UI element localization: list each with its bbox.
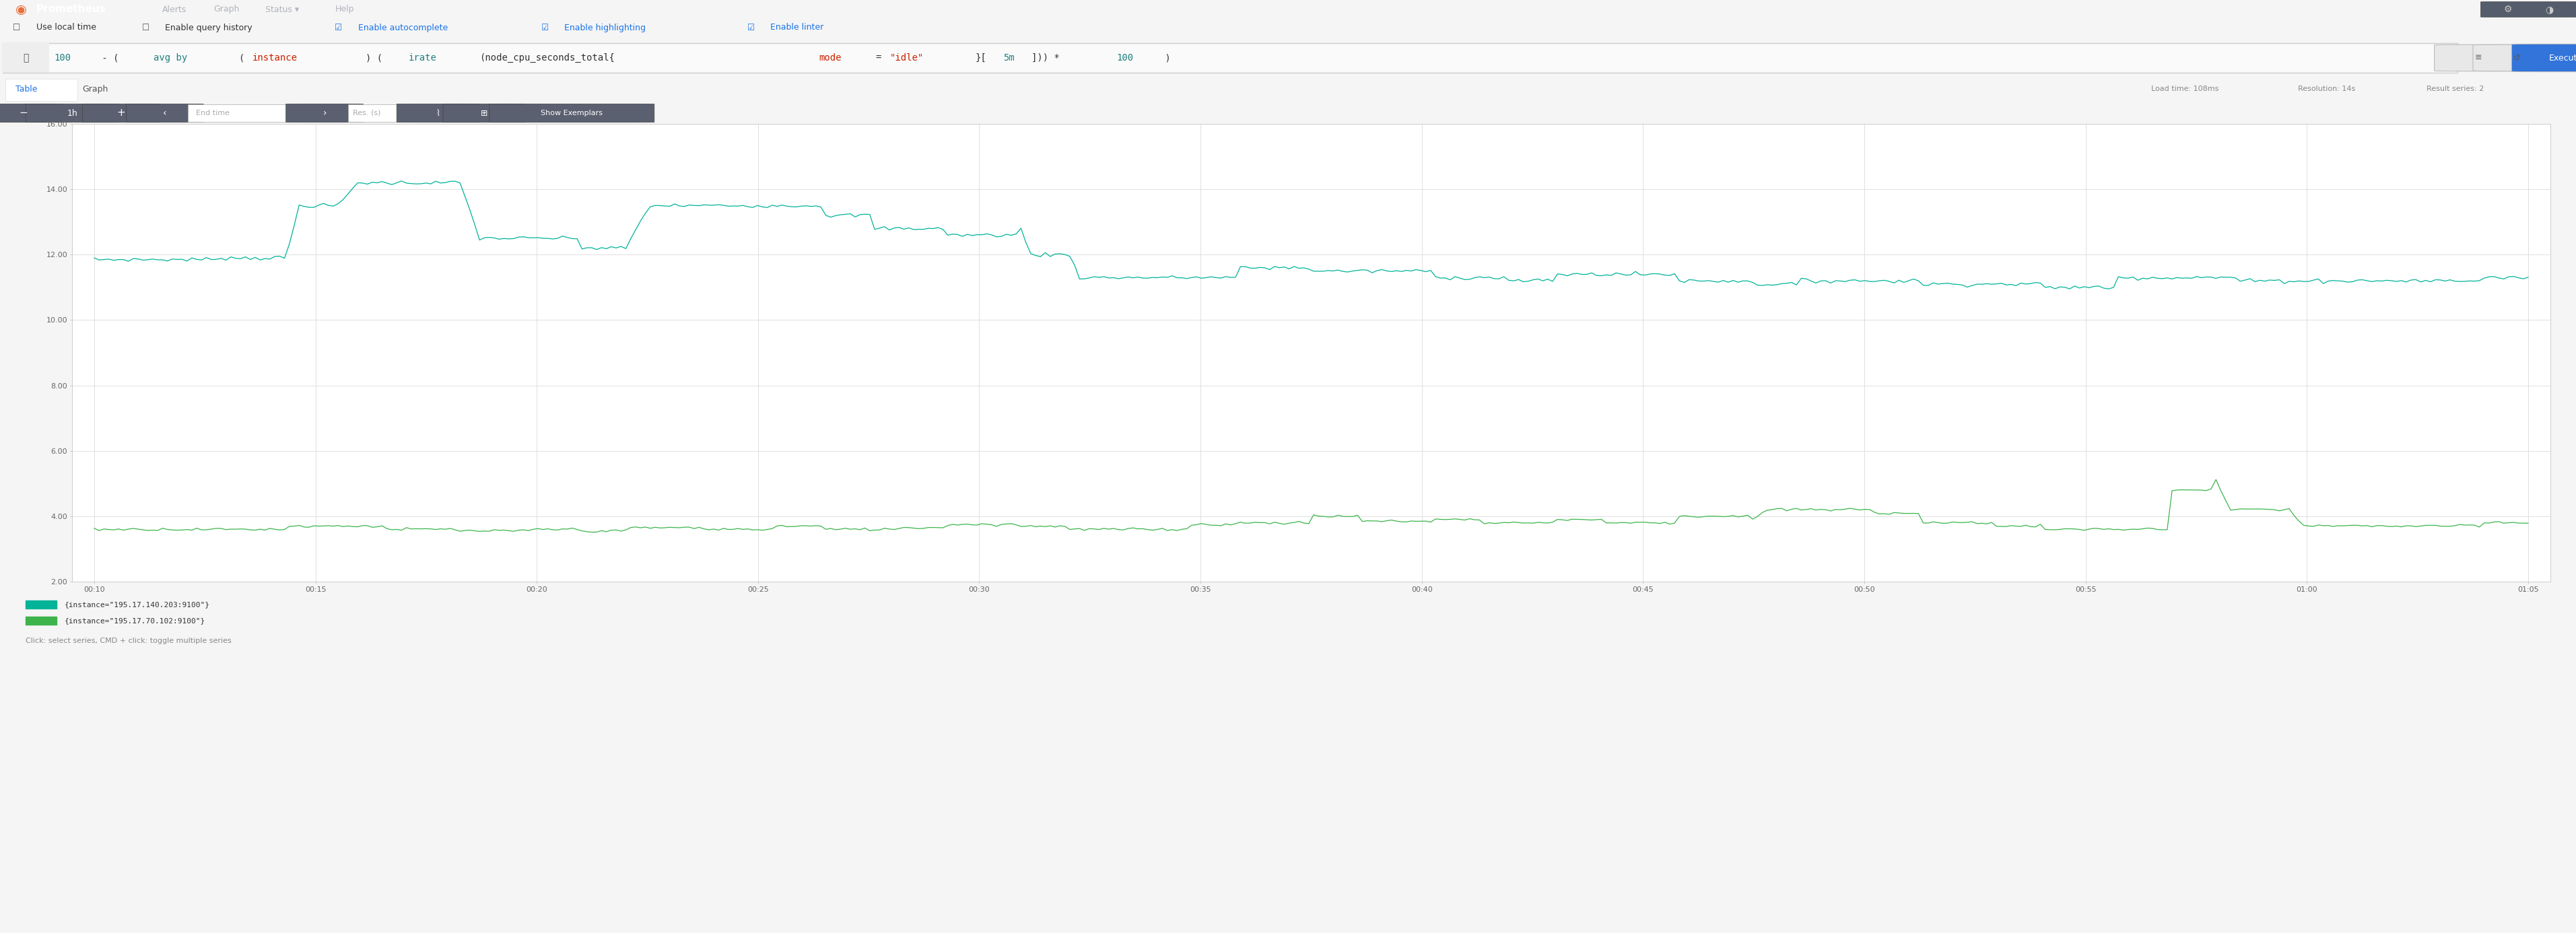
Text: ])) *: ])) * <box>1033 53 1066 63</box>
Text: ☐: ☐ <box>13 23 21 32</box>
FancyBboxPatch shape <box>397 104 479 122</box>
Text: ‹: ‹ <box>162 108 167 118</box>
Text: Execute: Execute <box>2548 53 2576 63</box>
FancyBboxPatch shape <box>3 43 49 73</box>
Text: ☑: ☑ <box>541 23 549 32</box>
FancyBboxPatch shape <box>2434 45 2522 71</box>
Text: ⊞: ⊞ <box>482 109 487 118</box>
Text: Show Exemplars: Show Exemplars <box>541 110 603 117</box>
FancyBboxPatch shape <box>489 104 654 122</box>
Text: Prometheus: Prometheus <box>36 5 106 15</box>
FancyBboxPatch shape <box>82 104 160 122</box>
Text: 🔍: 🔍 <box>23 53 28 63</box>
Text: Result series: 2: Result series: 2 <box>2427 86 2483 92</box>
Text: Enable linter: Enable linter <box>770 23 824 32</box>
Text: ☑: ☑ <box>335 23 343 32</box>
Text: irate: irate <box>410 53 435 63</box>
Text: instance: instance <box>252 53 299 63</box>
Text: ): ) <box>1159 53 1170 63</box>
Text: ☑: ☑ <box>747 23 755 32</box>
Text: ↺: ↺ <box>2514 53 2519 63</box>
Text: Resolution: 14s: Resolution: 14s <box>2298 86 2354 92</box>
Text: End time: End time <box>196 110 229 117</box>
Text: Load time: 108ms: Load time: 108ms <box>2151 86 2218 92</box>
Text: avg by: avg by <box>155 53 188 63</box>
FancyBboxPatch shape <box>2512 44 2576 72</box>
FancyBboxPatch shape <box>348 104 412 122</box>
Text: ›: › <box>322 108 327 118</box>
Text: Graph: Graph <box>214 5 240 14</box>
FancyBboxPatch shape <box>5 78 77 101</box>
FancyBboxPatch shape <box>126 104 204 122</box>
Text: Res. (s): Res. (s) <box>353 110 381 117</box>
Text: {instance="195.17.70.102:9100"}: {instance="195.17.70.102:9100"} <box>64 618 206 624</box>
Text: Click: select series, CMD + click: toggle multiple series: Click: select series, CMD + click: toggl… <box>26 637 232 644</box>
Text: "idle": "idle" <box>891 53 925 63</box>
Text: ⌇: ⌇ <box>435 109 440 118</box>
Text: 5m: 5m <box>1005 53 1015 63</box>
Text: Use local time: Use local time <box>36 23 95 32</box>
Text: Table: Table <box>15 85 36 93</box>
Text: {instance="195.17.140.203:9100"}: {instance="195.17.140.203:9100"} <box>64 601 209 608</box>
Text: ◑: ◑ <box>2545 5 2553 14</box>
Text: ◉: ◉ <box>15 3 26 16</box>
Bar <box>26 617 57 625</box>
Text: ≡: ≡ <box>2476 53 2481 63</box>
Text: −: − <box>18 108 28 118</box>
Text: 100: 100 <box>1118 53 1133 63</box>
Text: 1h: 1h <box>67 109 77 118</box>
FancyBboxPatch shape <box>443 104 526 122</box>
FancyBboxPatch shape <box>2473 45 2561 71</box>
Bar <box>26 601 57 608</box>
Text: +: + <box>116 108 126 118</box>
Text: =: = <box>876 53 881 63</box>
Text: ☐: ☐ <box>142 23 149 32</box>
Text: ) (: ) ( <box>366 53 384 63</box>
Text: Enable autocomplete: Enable autocomplete <box>358 23 448 32</box>
Text: mode: mode <box>819 53 842 63</box>
Text: (: ( <box>237 53 245 63</box>
Text: Alerts: Alerts <box>162 5 185 14</box>
Text: - (: - ( <box>98 53 118 63</box>
FancyBboxPatch shape <box>2481 2 2576 17</box>
FancyBboxPatch shape <box>286 104 363 122</box>
Text: Graph: Graph <box>82 85 108 93</box>
Text: Help: Help <box>335 5 353 14</box>
Text: Enable query history: Enable query history <box>165 23 252 32</box>
FancyBboxPatch shape <box>0 104 62 122</box>
Text: ⚙: ⚙ <box>2504 5 2512 14</box>
FancyBboxPatch shape <box>188 104 301 122</box>
FancyBboxPatch shape <box>3 43 2458 73</box>
Text: 100: 100 <box>54 53 72 63</box>
Text: }[: }[ <box>976 53 987 63</box>
Text: Status ▾: Status ▾ <box>265 5 299 14</box>
FancyBboxPatch shape <box>26 104 118 122</box>
Text: Enable highlighting: Enable highlighting <box>564 23 647 32</box>
Text: (node_cpu_seconds_total{: (node_cpu_seconds_total{ <box>479 53 616 63</box>
